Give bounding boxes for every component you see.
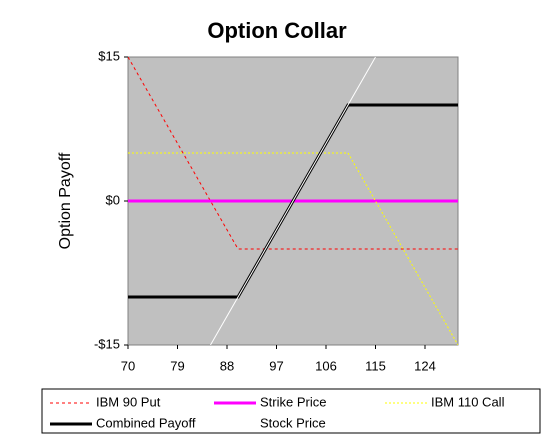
legend-label: Strike Price xyxy=(260,394,326,409)
x-tick-label: 88 xyxy=(220,358,234,373)
y-tick-label: -$15 xyxy=(94,336,120,351)
x-tick-label: 79 xyxy=(170,358,184,373)
x-tick-label: 106 xyxy=(315,358,337,373)
legend xyxy=(41,388,541,434)
legend-label: Stock Price xyxy=(260,415,326,430)
series-group xyxy=(128,57,458,345)
x-tick-label: 70 xyxy=(121,358,135,373)
x-tick-label: 124 xyxy=(414,358,436,373)
legend-label: IBM 90 Put xyxy=(96,394,161,409)
series-line xyxy=(128,152,458,345)
legend-label: Combined Payoff xyxy=(96,415,196,430)
chart-title: Option Collar xyxy=(207,18,347,43)
x-tick-label: 97 xyxy=(269,358,283,373)
series-line xyxy=(128,57,458,250)
y-tick-label: $0 xyxy=(106,192,120,207)
legend-label: IBM 110 Call xyxy=(431,394,505,409)
x-tick-label: 115 xyxy=(365,358,386,373)
y-tick-label: $15 xyxy=(98,48,120,63)
series-line xyxy=(210,57,376,345)
y-axis-label: Option Payoff xyxy=(57,152,74,249)
